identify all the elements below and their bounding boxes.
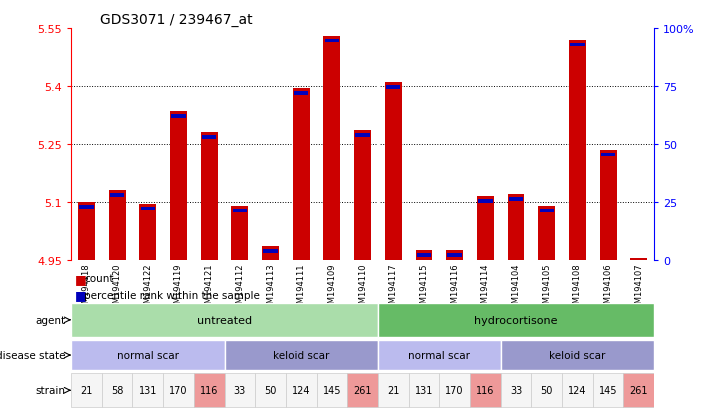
Text: 261: 261 xyxy=(629,385,648,395)
FancyBboxPatch shape xyxy=(347,373,378,407)
Bar xyxy=(570,43,584,47)
Bar xyxy=(508,195,525,260)
Text: 131: 131 xyxy=(415,385,433,395)
Bar xyxy=(447,254,462,257)
Text: 33: 33 xyxy=(510,385,522,395)
FancyBboxPatch shape xyxy=(378,373,409,407)
FancyBboxPatch shape xyxy=(501,373,531,407)
Bar xyxy=(201,133,218,260)
Text: count: count xyxy=(84,274,113,284)
Bar xyxy=(294,92,309,95)
FancyBboxPatch shape xyxy=(225,340,378,370)
Bar xyxy=(78,202,95,260)
Bar xyxy=(139,204,156,260)
Bar xyxy=(293,89,310,260)
Bar xyxy=(79,205,94,209)
FancyBboxPatch shape xyxy=(132,373,163,407)
Bar xyxy=(415,251,432,260)
Bar xyxy=(263,250,278,253)
Text: GDS3071 / 239467_at: GDS3071 / 239467_at xyxy=(100,12,253,26)
Text: 116: 116 xyxy=(476,385,495,395)
Bar xyxy=(447,251,463,260)
FancyBboxPatch shape xyxy=(531,373,562,407)
FancyBboxPatch shape xyxy=(255,373,286,407)
Text: hydrocortisone: hydrocortisone xyxy=(474,315,558,325)
Text: disease state: disease state xyxy=(0,350,65,360)
Text: 170: 170 xyxy=(445,385,464,395)
Bar xyxy=(171,115,186,119)
Text: strain: strain xyxy=(36,385,65,395)
Text: 33: 33 xyxy=(234,385,246,395)
Bar xyxy=(479,199,493,203)
FancyBboxPatch shape xyxy=(194,373,225,407)
Bar xyxy=(262,247,279,260)
FancyBboxPatch shape xyxy=(624,373,654,407)
Text: keloid scar: keloid scar xyxy=(549,350,606,360)
Bar xyxy=(599,150,616,260)
Text: 50: 50 xyxy=(540,385,553,395)
FancyBboxPatch shape xyxy=(439,373,470,407)
Text: keloid scar: keloid scar xyxy=(273,350,329,360)
FancyBboxPatch shape xyxy=(71,303,378,337)
Bar xyxy=(386,86,400,90)
Bar xyxy=(509,198,523,201)
FancyBboxPatch shape xyxy=(71,340,225,370)
Text: agent: agent xyxy=(35,315,65,325)
Text: 21: 21 xyxy=(387,385,400,395)
Text: 116: 116 xyxy=(200,385,218,395)
FancyBboxPatch shape xyxy=(409,373,439,407)
Bar xyxy=(324,37,341,260)
Bar xyxy=(601,153,615,157)
FancyBboxPatch shape xyxy=(225,373,255,407)
Bar xyxy=(417,254,431,257)
FancyBboxPatch shape xyxy=(470,373,501,407)
Bar xyxy=(232,206,248,260)
Bar xyxy=(109,191,126,260)
Bar xyxy=(170,112,187,260)
Bar xyxy=(141,207,155,211)
Text: 261: 261 xyxy=(353,385,372,395)
FancyBboxPatch shape xyxy=(102,373,132,407)
Text: percentile rank within the sample: percentile rank within the sample xyxy=(84,290,260,300)
Text: ■: ■ xyxy=(75,289,87,302)
Bar xyxy=(232,209,247,213)
FancyBboxPatch shape xyxy=(378,340,501,370)
FancyBboxPatch shape xyxy=(378,303,654,337)
Bar xyxy=(356,134,370,138)
Text: 131: 131 xyxy=(139,385,157,395)
FancyBboxPatch shape xyxy=(163,373,194,407)
FancyBboxPatch shape xyxy=(71,373,102,407)
Bar xyxy=(540,209,554,213)
Text: 170: 170 xyxy=(169,385,188,395)
Bar xyxy=(631,258,647,260)
Bar xyxy=(538,206,555,260)
FancyBboxPatch shape xyxy=(562,373,593,407)
Text: normal scar: normal scar xyxy=(408,350,470,360)
Bar xyxy=(110,194,124,197)
Text: 50: 50 xyxy=(264,385,277,395)
FancyBboxPatch shape xyxy=(316,373,347,407)
FancyBboxPatch shape xyxy=(593,373,624,407)
Text: 145: 145 xyxy=(323,385,341,395)
Text: 58: 58 xyxy=(111,385,123,395)
Bar xyxy=(631,261,646,265)
Bar xyxy=(477,197,493,260)
Text: ■: ■ xyxy=(75,272,87,285)
FancyBboxPatch shape xyxy=(501,340,654,370)
Bar xyxy=(202,136,216,140)
Bar xyxy=(325,40,339,43)
Bar xyxy=(569,40,586,260)
Bar xyxy=(385,83,402,260)
Text: untreated: untreated xyxy=(197,315,252,325)
Bar xyxy=(354,131,371,260)
FancyBboxPatch shape xyxy=(286,373,316,407)
Text: 124: 124 xyxy=(568,385,587,395)
Text: 21: 21 xyxy=(80,385,92,395)
Text: normal scar: normal scar xyxy=(117,350,178,360)
Text: 145: 145 xyxy=(599,385,617,395)
Text: 124: 124 xyxy=(292,385,311,395)
